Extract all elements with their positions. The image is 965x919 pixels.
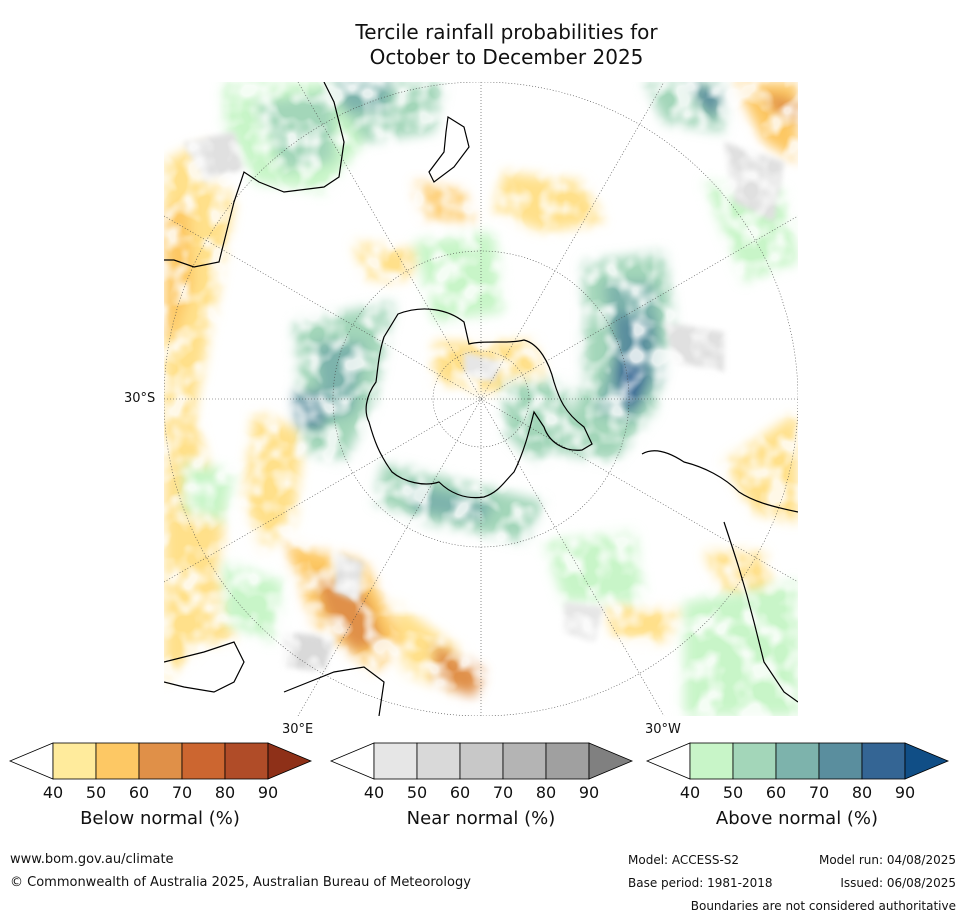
- colorbar-min-extension: [329, 742, 375, 780]
- colorbar-near-label: Near normal (%): [406, 808, 556, 829]
- new-zealand-outline: [428, 115, 470, 183]
- colorbar-tick-label: 40: [363, 783, 385, 802]
- colorbar-below-ticks: 40 50 60 70 80 90: [10, 783, 310, 803]
- footer-base-period: Base period: 1981-2018: [628, 876, 773, 890]
- colorbar-near-ticks: 40 50 60 70 80 90: [331, 783, 631, 803]
- colorbar-near-normal: [329, 742, 634, 780]
- colorbar-above-svg: [645, 742, 950, 780]
- footer-issued: Issued: 06/08/2025: [840, 876, 956, 890]
- colorbar-max-extension: [588, 742, 634, 780]
- colorbar-tick-label: 80: [535, 783, 557, 802]
- graticule: [164, 82, 798, 716]
- colorbar-tick-label: 60: [128, 783, 150, 802]
- colorbar-min-extension: [8, 742, 54, 780]
- africa-outline: [164, 641, 245, 693]
- colorbar-max-extension: [904, 742, 950, 780]
- colorbar-min-extension: [645, 742, 691, 780]
- colorbar-max-extension: [267, 742, 313, 780]
- colorbar-above-ticks: 40 50 60 70 80 90: [647, 783, 947, 803]
- colorbar-tick-label: 70: [171, 783, 193, 802]
- map-title: Tercile rainfall probabilities for Octob…: [0, 20, 965, 70]
- longitude-label-30w: 30°W: [645, 722, 681, 737]
- colorbar-tick-label: 90: [894, 783, 916, 802]
- colorbar-tick-label: 50: [406, 783, 428, 802]
- colorbar-segment: [373, 742, 418, 780]
- colorbar-near-svg: [329, 742, 634, 780]
- colorbar-tick-label: 40: [679, 783, 701, 802]
- footer-copyright: © Commonwealth of Australia 2025, Austra…: [10, 875, 471, 890]
- probability-map: [164, 82, 798, 716]
- colorbar-segment: [861, 742, 906, 780]
- colorbar-tick-label: 40: [42, 783, 64, 802]
- footer-model: Model: ACCESS-S2: [628, 853, 740, 867]
- colorbar-tick-label: 90: [578, 783, 600, 802]
- colorbar-tick-label: 80: [851, 783, 873, 802]
- colorbar-segment: [502, 742, 547, 780]
- footer-website: www.bom.gov.au/climate: [10, 852, 174, 867]
- colorbar-segment: [545, 742, 590, 780]
- colorbar-segment: [689, 742, 734, 780]
- colorbar-below-label: Below normal (%): [80, 808, 240, 829]
- title-line-1: Tercile rainfall probabilities for: [355, 20, 658, 44]
- colorbar-segment: [416, 742, 461, 780]
- colorbar-segment: [818, 742, 863, 780]
- south-america-outline: [641, 450, 798, 703]
- antarctica-outline: [365, 308, 593, 499]
- footer-model-run: Model run: 04/08/2025: [818, 853, 956, 867]
- colorbar-segment: [52, 742, 97, 780]
- colorbar-tick-label: 70: [808, 783, 830, 802]
- colorbar-segment: [459, 742, 504, 780]
- latitude-label-30s: 30°S: [124, 391, 156, 406]
- footer-boundaries-note: Boundaries are not considered authoritat…: [690, 899, 956, 913]
- australia-outline: [164, 82, 345, 268]
- colorbar-tick-label: 90: [257, 783, 279, 802]
- madagascar-outline: [283, 666, 385, 716]
- colorbar-above-label: Above normal (%): [715, 808, 879, 829]
- colorbar-below-svg: [8, 742, 313, 780]
- colorbar-tick-label: 50: [722, 783, 744, 802]
- title-line-2: October to December 2025: [369, 45, 644, 69]
- colorbar-segment: [95, 742, 140, 780]
- colorbar-tick-label: 60: [765, 783, 787, 802]
- colorbar-tick-label: 80: [214, 783, 236, 802]
- colorbar-tick-label: 60: [449, 783, 471, 802]
- colorbar-below-normal: [8, 742, 313, 780]
- longitude-label-30e: 30°E: [282, 722, 314, 737]
- colorbar-tick-label: 50: [85, 783, 107, 802]
- colorbar-segment: [732, 742, 777, 780]
- colorbar-above-normal: [645, 742, 950, 780]
- coastlines: [164, 82, 798, 716]
- colorbar-segment: [224, 742, 269, 780]
- colorbar-segment: [775, 742, 820, 780]
- colorbar-tick-label: 70: [492, 783, 514, 802]
- colorbar-segment: [138, 742, 183, 780]
- colorbar-segment: [181, 742, 226, 780]
- map-canvas: [164, 82, 798, 716]
